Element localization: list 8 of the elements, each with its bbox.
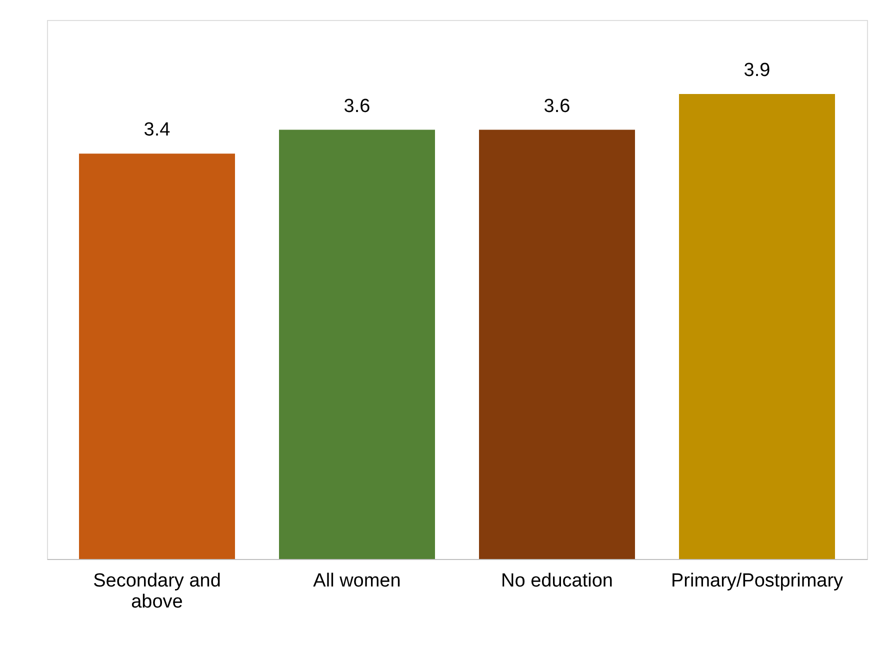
x-tick-label: Primary/Postprimary [670, 570, 844, 592]
data-label: 3.4 [144, 120, 171, 141]
x-tick-label: No education [501, 570, 613, 592]
data-label: 3.6 [544, 96, 570, 117]
data-label: 3.9 [744, 60, 770, 81]
data-label: 3.6 [344, 96, 370, 117]
x-tick-label: All women [313, 570, 401, 592]
x-tick-label: Secondary and above [93, 570, 221, 612]
